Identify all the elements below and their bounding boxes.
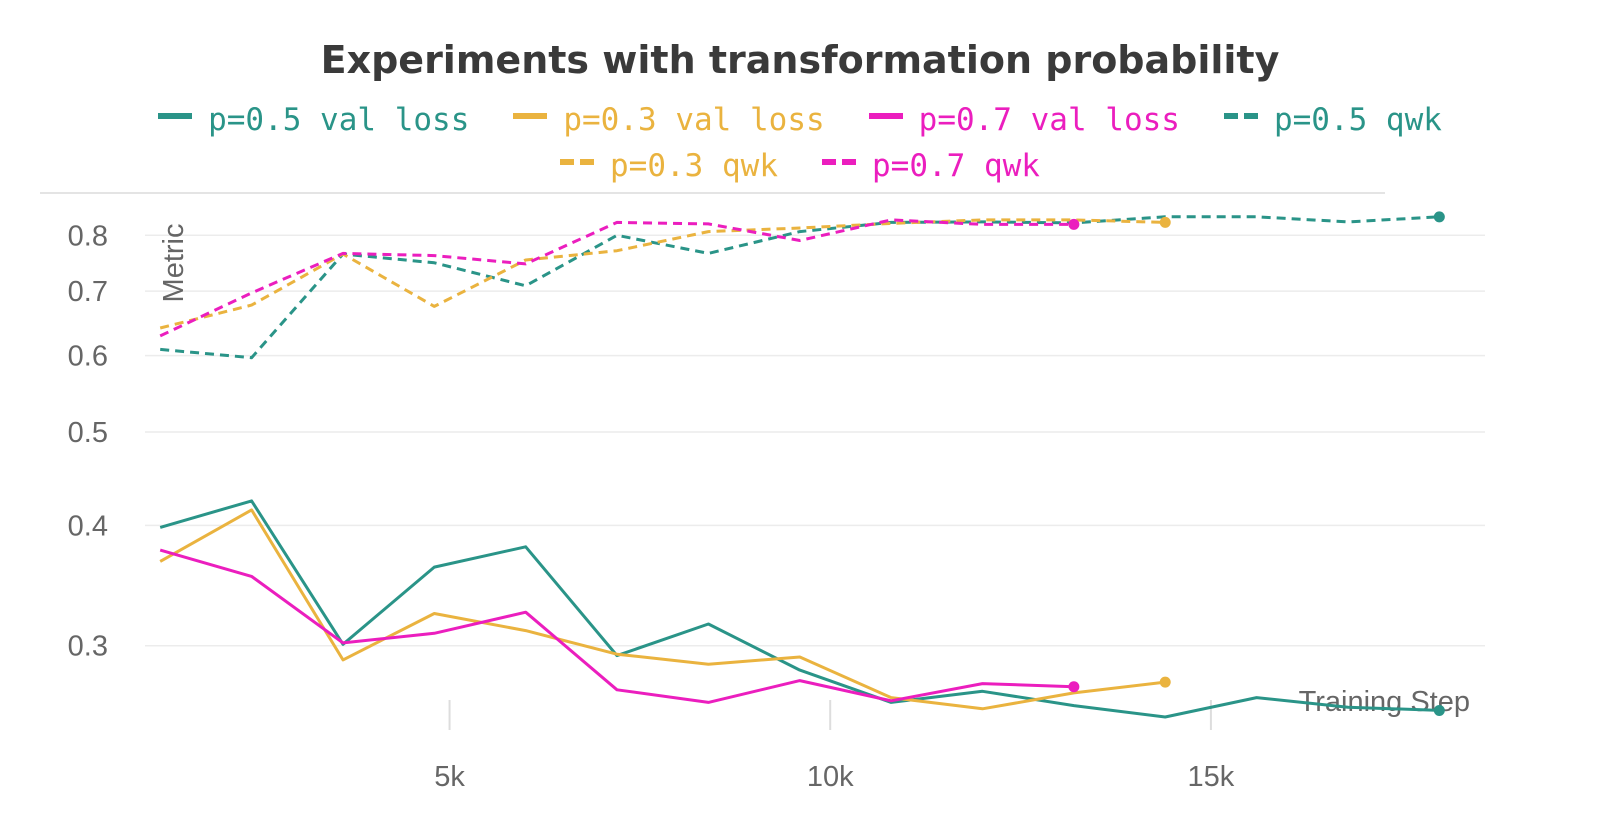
y-tick-label: 0.5 [68, 417, 108, 449]
series-endpoint-5 [1068, 218, 1080, 230]
legend-label: p=0.3 qwk [610, 148, 778, 184]
series-endpoint-3 [1433, 211, 1445, 223]
x-tick-label: 10k [807, 761, 854, 793]
x-axis-title: Training Step [1299, 686, 1470, 718]
legend-swatch [560, 159, 595, 165]
legend-row-2: p=0.3 qwk p=0.7 qwk [0, 148, 1600, 184]
legend-swatch [1223, 113, 1258, 119]
series-endpoint-2 [1068, 681, 1080, 693]
series-line-0 [159, 499, 1440, 719]
legend-item: p=0.3 qwk [560, 148, 778, 184]
legend-item: p=0.5 qwk [1223, 102, 1442, 138]
legend-swatch [513, 113, 548, 119]
x-tick-label: 15k [1188, 761, 1235, 793]
series-endpoint-0 [1433, 704, 1445, 716]
legend-swatch [158, 113, 193, 119]
legend-label: p=0.5 qwk [1273, 102, 1442, 138]
series-line-2 [159, 548, 1074, 704]
y-axis-title: Metric [158, 224, 190, 303]
series-line-4 [159, 218, 1166, 330]
chart-title: Experiments with transformation probabil… [320, 38, 1280, 82]
x-tick-label: 5k [434, 761, 465, 793]
y-tick-label: 0.7 [68, 276, 108, 308]
series-endpoint-1 [1159, 676, 1171, 688]
series-endpoint-4 [1159, 216, 1171, 228]
legend-label: p=0.7 qwk [872, 148, 1040, 184]
legend-row-1: p=0.5 val loss p=0.3 val loss p=0.7 val lo… [0, 102, 1600, 138]
series-line-1 [159, 508, 1166, 711]
legend-item: p=0.7 qwk [822, 148, 1040, 184]
y-tick-label: 0.3 [68, 631, 108, 663]
series-line-5 [159, 218, 1074, 338]
legend-label: p=0.3 val loss [563, 102, 825, 138]
y-tick-label: 0.6 [68, 341, 108, 373]
legend-item: p=0.5 val loss [158, 102, 469, 138]
y-tick-label: 0.8 [68, 220, 108, 252]
legend-label: p=0.5 val loss [208, 102, 470, 138]
legend-swatch [822, 159, 856, 165]
legend-swatch [868, 113, 903, 119]
y-tick-label: 0.4 [68, 510, 108, 542]
series-line-3 [160, 215, 1440, 360]
legend-label: p=0.7 val loss [918, 102, 1180, 138]
legend-item: p=0.7 val loss [868, 102, 1180, 138]
legend-item: p=0.3 val loss [513, 102, 825, 138]
